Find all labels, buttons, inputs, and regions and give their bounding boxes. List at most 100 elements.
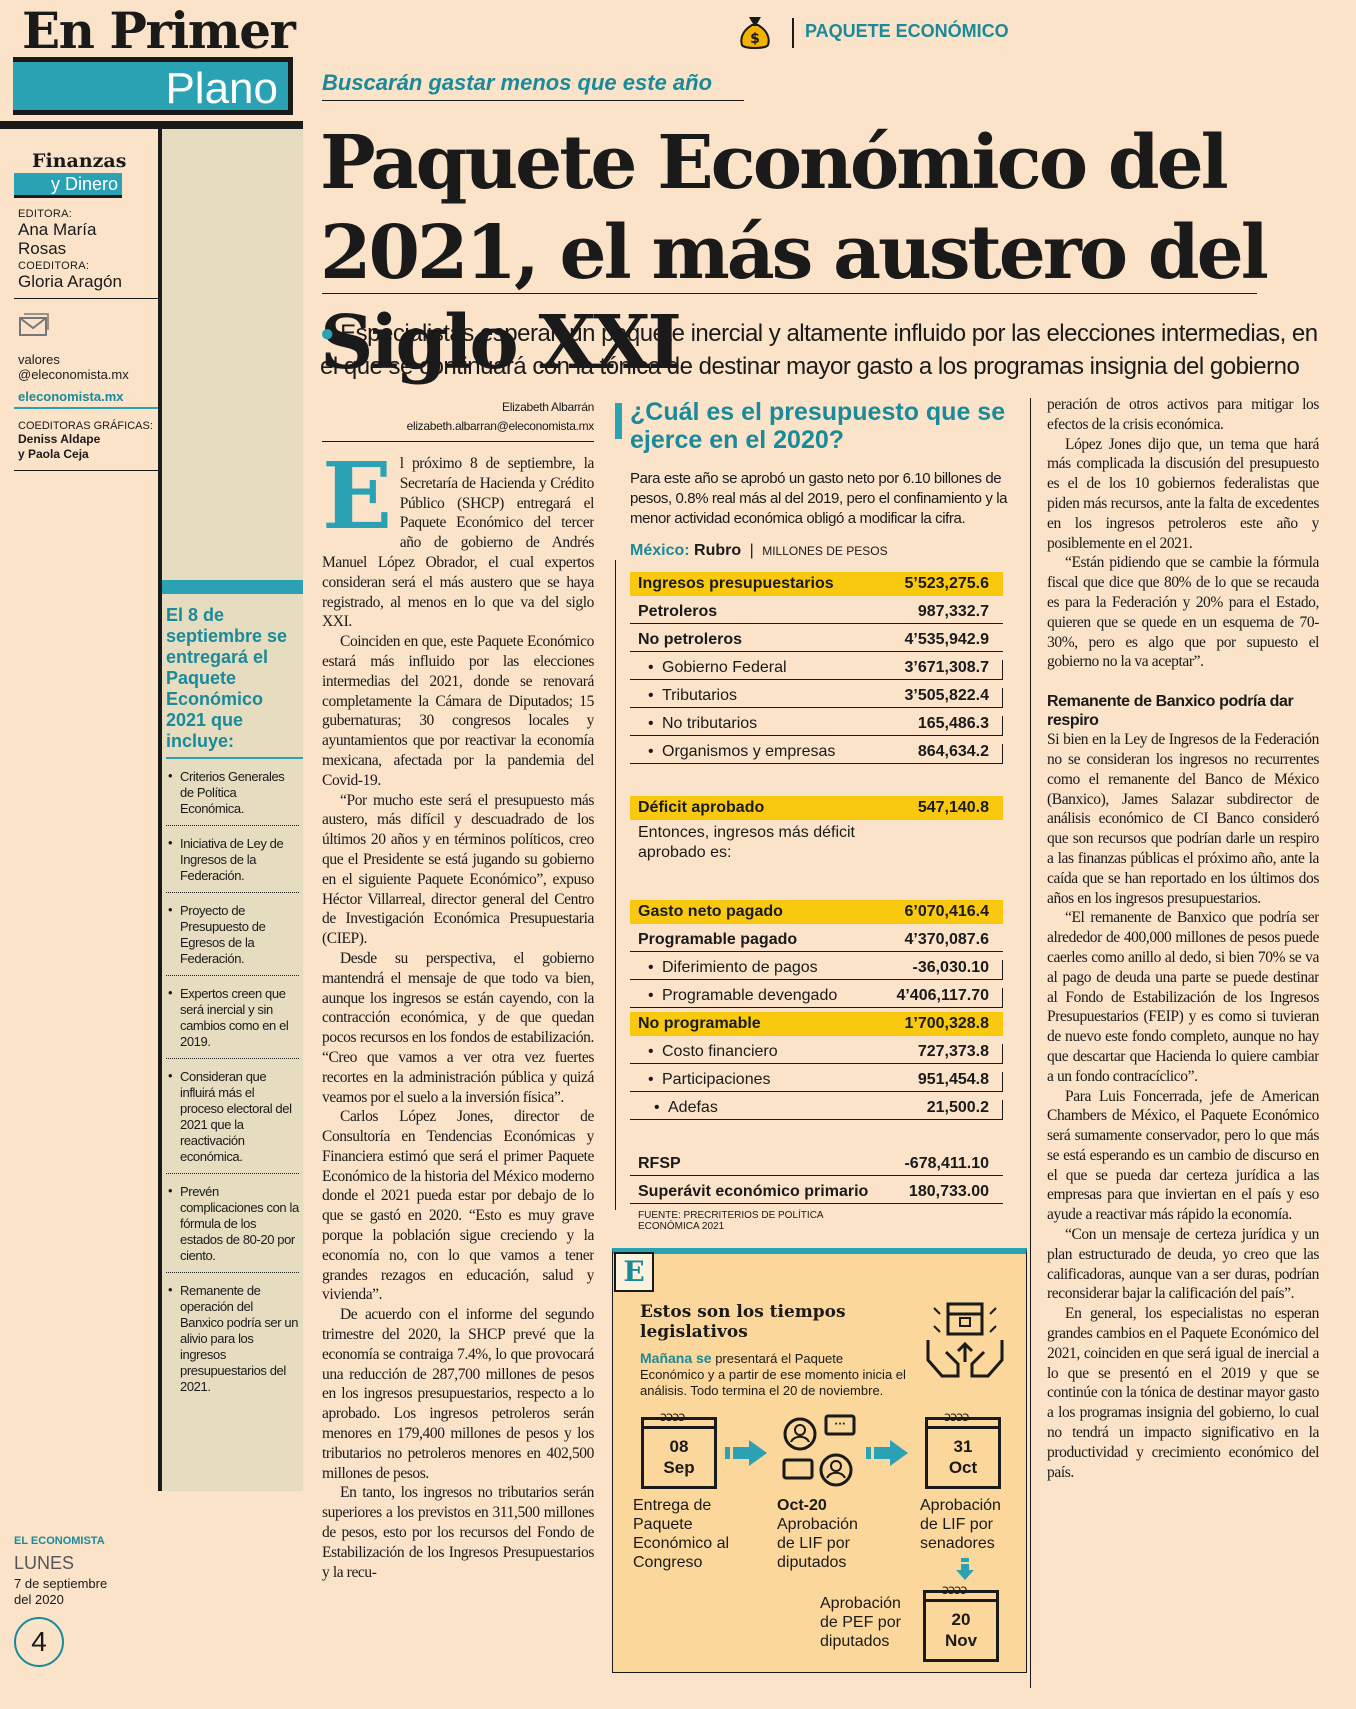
- row-label: Ingresos presupuestarios: [638, 575, 834, 592]
- table-row: Costo financiero 727,373.8: [630, 1040, 1003, 1064]
- article-subhead: Remanente de Banxico podría dar respiro: [1047, 693, 1294, 730]
- staff-divider: [14, 298, 158, 299]
- calendar-date: 20 Nov: [926, 1609, 996, 1651]
- row-label: Gasto neto pagado: [638, 903, 783, 920]
- issue-date-line-2: del 2020: [14, 1592, 64, 1607]
- calendar-rings-icon: ↄↄↄↄ: [942, 1583, 968, 1598]
- list-item: Expertos creen que será inercial y sin c…: [166, 982, 299, 1059]
- row-value: 6’070,416.4: [904, 903, 989, 920]
- brand-logo: EL ECONOMISTA: [14, 1535, 105, 1547]
- row-label: Tributarios: [648, 684, 737, 708]
- label-separator: |: [749, 542, 754, 559]
- editor-name-2: Rosas: [18, 239, 67, 258]
- table-row: No petroleros 4’535,942.9: [630, 628, 1003, 652]
- row-value: 180,733.00: [908, 1183, 989, 1200]
- calendar-nov-20: ↄↄↄↄ 20 Nov: [923, 1583, 999, 1662]
- staff-editor: EDITORA: Ana María Rosas COEDITORA: Glor…: [18, 208, 122, 291]
- row-label: Organismos y empresas: [648, 740, 835, 764]
- article-paragraph: “Están pidiendo que se cambie la fórmula…: [1047, 554, 1319, 671]
- table-row: Gasto neto pagado 6’070,416.4: [630, 900, 1003, 924]
- masthead-subtitle-block: Plano: [13, 57, 293, 115]
- table-row: Déficit aprobado 547,140.8: [630, 796, 1003, 820]
- coeditor-label: COEDITORA:: [18, 260, 90, 272]
- source-note: FUENTE: PRECRITERIOS DE POLÍTICA ECONÓMI…: [638, 1210, 824, 1232]
- row-value: 3’505,822.4: [904, 687, 989, 704]
- row-value: -678,411.10: [904, 1155, 989, 1172]
- calendar-month: Nov: [944, 1631, 978, 1650]
- list-item: Prevén complicaciones con la fórmula de …: [166, 1180, 299, 1273]
- table-row: Participaciones 951,454.8: [630, 1068, 1003, 1092]
- kicker-underline: [322, 100, 744, 101]
- mail-icon: [19, 313, 49, 336]
- calendar-date: 08 Sep: [644, 1436, 714, 1478]
- graphics-label: COEDITORAS GRÁFICAS:: [18, 420, 153, 432]
- byline-divider: [322, 441, 594, 442]
- row-label: Adefas: [654, 1096, 718, 1120]
- row-label: Superávit económico primario: [638, 1183, 869, 1200]
- step-date: Oct-20: [777, 1497, 827, 1514]
- timeline-intro-text: presentará el Paquete Económico y a part…: [640, 1351, 906, 1398]
- budget-box-intro: Para este año se aprobó un gasto neto po…: [630, 470, 1008, 527]
- article-paragraph: En tanto, los ingresos no tributarios se…: [322, 1484, 594, 1581]
- website-link[interactable]: eleconomista.mx: [18, 389, 124, 404]
- timeline-intro: Mañana se presentará el Paquete Económic…: [640, 1350, 908, 1399]
- kicker: Buscarán gastar menos que este año: [322, 70, 713, 95]
- section-name: Finanzas: [32, 150, 127, 172]
- article-paragraph: “Con un mensaje de certeza jurídica y un…: [1047, 1226, 1319, 1303]
- timeline-title: Estos son los tiempos legislativos: [640, 1302, 846, 1342]
- row-label: RFSP: [638, 1155, 681, 1172]
- money-bag-icon: $: [740, 17, 770, 49]
- row-label: Diferimiento de pagos: [648, 956, 818, 980]
- list-item: Criterios Generales de Política Económic…: [166, 765, 299, 826]
- bullet-icon: ●: [320, 320, 341, 347]
- calendar-rings-icon: ↄↄↄↄ: [660, 1410, 686, 1425]
- header-separator: [792, 18, 794, 48]
- row-value: 5’523,275.6: [904, 575, 989, 592]
- masthead-title: En Primer: [22, 1, 296, 60]
- article-paragraph: “Por mucho este será el presupuesto más …: [322, 791, 594, 948]
- page-number: 4: [14, 1617, 64, 1667]
- contact-email[interactable]: valores @eleconomista.mx: [18, 352, 129, 382]
- list-item: Proyecto de Presupuesto de Egresos de la…: [166, 899, 299, 976]
- calendar-day: 08: [669, 1437, 689, 1456]
- source-line-1: FUENTE: PRECRITERIOS DE POLÍTICA: [638, 1210, 824, 1221]
- source-line-2: ECONÓMICA 2021: [638, 1221, 725, 1232]
- headline-underline: [322, 293, 1257, 294]
- article-paragraph: Coinciden en que, este Paquete Económico…: [322, 633, 594, 789]
- box-left-rule: [615, 560, 616, 1210]
- row-label: Costo financiero: [648, 1040, 778, 1064]
- issue-date: 7 de septiembre del 2020: [14, 1576, 107, 1608]
- author-email[interactable]: elizabeth.albarran@eleconomista.mx: [406, 419, 595, 433]
- article-column-3: peración de otros activos para mitigar l…: [1047, 395, 1319, 1685]
- article-paragraph: Carlos López Jones, director de Consulto…: [322, 1108, 594, 1304]
- calendar-header-bar: [926, 1599, 996, 1602]
- article-paragraph: Desde su perspectiva, el gobierno manten…: [322, 949, 594, 1106]
- timeline-title-line-1: Estos son los tiempos: [640, 1302, 846, 1322]
- step-caption-1: Entrega de Paquete Económico al Congreso: [633, 1497, 730, 1571]
- budget-table-label: México: Rubro | MILLONES DE PESOS: [630, 542, 888, 560]
- svg-text:$: $: [750, 31, 760, 47]
- calendar-month: Oct: [948, 1458, 978, 1477]
- table-row: RFSP -678,411.10: [630, 1152, 1003, 1176]
- timeline-box: [612, 1248, 1027, 1673]
- row-value: 547,140.8: [917, 799, 989, 816]
- graphics-credits: COEDITORAS GRÁFICAS: Deniss Aldape y Pao…: [18, 420, 153, 462]
- arrow-down-icon: [956, 1558, 974, 1580]
- timeline-intro-emphasis: Mañana se: [640, 1350, 712, 1366]
- sidebar-accent-bar: [162, 580, 303, 594]
- box-accent-bar: [615, 403, 622, 439]
- section-subname: y Dinero: [14, 173, 122, 195]
- table-row: Tributarios 3’505,822.4: [630, 684, 1003, 708]
- row-label: No tributarios: [648, 712, 757, 736]
- sidebar-title-underline: [166, 757, 303, 759]
- table-row: Petroleros 987,332.7: [630, 600, 1003, 624]
- step-text: Aprobación de LIF por diputados: [777, 1516, 858, 1571]
- lead-paragraph: ● Especialistas esperan un paquete inerc…: [320, 317, 1320, 383]
- arrow-right-icon: [866, 1440, 908, 1466]
- column-divider: [1030, 398, 1031, 1688]
- email-line-2: @eleconomista.mx: [18, 367, 129, 382]
- rail-divider: [158, 121, 162, 1491]
- table-row: No programable 1’700,328.8: [630, 1012, 1003, 1036]
